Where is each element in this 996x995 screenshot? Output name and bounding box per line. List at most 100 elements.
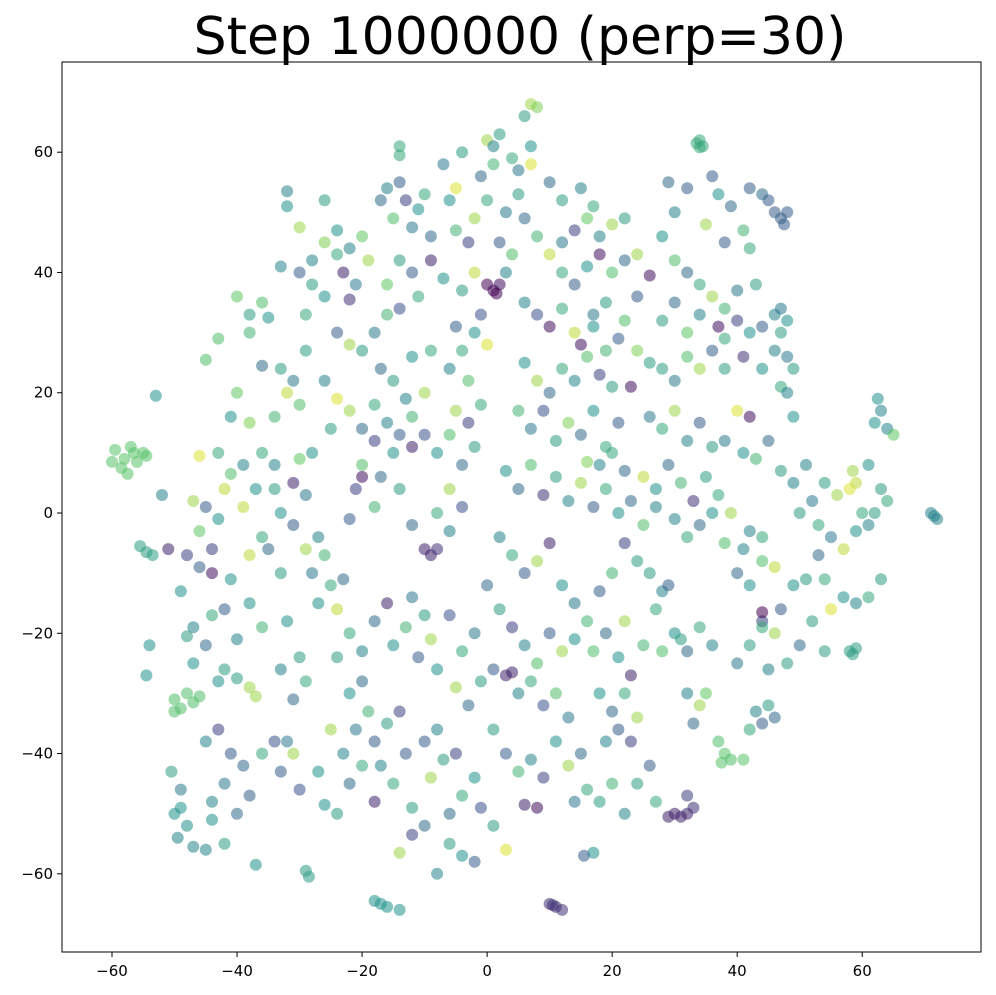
scatter-point bbox=[531, 308, 544, 321]
scatter-point bbox=[243, 308, 256, 321]
scatter-point bbox=[499, 266, 512, 279]
scatter-point bbox=[674, 633, 687, 646]
scatter-point bbox=[449, 404, 462, 417]
scatter-point bbox=[574, 747, 587, 760]
scatter-point bbox=[846, 464, 859, 477]
scatter-point bbox=[387, 212, 400, 225]
scatter-point bbox=[574, 476, 587, 489]
scatter-point bbox=[731, 657, 744, 670]
scatter-point bbox=[762, 663, 775, 676]
scatter-point bbox=[474, 398, 487, 411]
scatter-point bbox=[656, 362, 669, 375]
scatter-point bbox=[356, 470, 369, 483]
scatter-point bbox=[449, 320, 462, 333]
scatter-point bbox=[443, 194, 456, 207]
scatter-point bbox=[299, 308, 312, 321]
y-tick-label: −40 bbox=[21, 745, 53, 763]
x-tick-label: 60 bbox=[853, 962, 872, 980]
scatter-point bbox=[668, 513, 681, 525]
scatter-point bbox=[606, 446, 619, 459]
scatter-point bbox=[618, 807, 631, 820]
scatter-point bbox=[443, 807, 456, 820]
x-tick-label: −20 bbox=[346, 962, 378, 980]
scatter-point bbox=[168, 693, 181, 706]
scatter-point bbox=[456, 146, 469, 159]
scatter-point bbox=[231, 290, 243, 303]
scatter-point bbox=[837, 591, 850, 604]
scatter-point bbox=[787, 476, 800, 489]
scatter-point bbox=[406, 591, 419, 604]
scatter-point bbox=[293, 221, 306, 234]
scatter-point bbox=[587, 200, 600, 213]
scatter-point bbox=[343, 338, 356, 351]
scatter-point bbox=[406, 828, 419, 841]
scatter-point bbox=[449, 224, 462, 237]
scatter-point bbox=[456, 645, 469, 658]
scatter-point bbox=[593, 230, 606, 243]
scatter-point bbox=[549, 687, 562, 700]
scatter-point bbox=[724, 753, 737, 766]
scatter-point bbox=[299, 489, 312, 501]
scatter-point bbox=[731, 404, 744, 417]
scatter-point bbox=[875, 404, 887, 417]
scatter-point bbox=[418, 819, 431, 832]
scatter-point bbox=[928, 510, 941, 522]
scatter-point bbox=[231, 386, 243, 399]
scatter-point bbox=[556, 362, 569, 375]
scatter-point bbox=[631, 344, 644, 357]
scatter-point bbox=[118, 452, 131, 465]
scatter-point bbox=[412, 203, 425, 216]
scatter-point bbox=[681, 645, 694, 658]
scatter-point bbox=[599, 627, 612, 640]
scatter-point bbox=[768, 711, 781, 724]
scatter-point bbox=[687, 717, 700, 730]
scatter-point bbox=[268, 410, 281, 423]
scatter-point bbox=[543, 176, 556, 189]
scatter-point bbox=[681, 687, 694, 700]
scatter-point bbox=[399, 621, 412, 634]
scatter-point bbox=[418, 188, 431, 201]
scatter-point bbox=[518, 356, 531, 369]
scatter-point bbox=[146, 549, 159, 562]
scatter-point bbox=[587, 846, 600, 859]
scatter-point bbox=[181, 549, 193, 562]
scatter-point bbox=[518, 639, 531, 652]
scatter-point bbox=[593, 368, 606, 381]
scatter-point bbox=[581, 212, 594, 225]
scatter-point bbox=[706, 344, 719, 357]
scatter-point bbox=[143, 639, 156, 652]
scatter-point bbox=[556, 579, 569, 592]
scatter-point bbox=[256, 359, 269, 372]
scatter-point bbox=[556, 302, 569, 315]
y-tick-label: 0 bbox=[43, 504, 53, 522]
scatter-point bbox=[199, 843, 212, 856]
scatter-point bbox=[612, 723, 625, 736]
scatter-point bbox=[693, 621, 706, 634]
scatter-point bbox=[712, 735, 725, 748]
chart-title: Step 1000000 (perp=30) bbox=[194, 7, 847, 67]
scatter-point bbox=[512, 483, 525, 495]
scatter-point bbox=[718, 302, 731, 315]
scatter-point bbox=[612, 651, 625, 664]
scatter-point bbox=[606, 567, 619, 580]
scatter-point bbox=[715, 756, 728, 769]
scatter-point bbox=[249, 690, 262, 703]
scatter-point bbox=[781, 350, 794, 363]
scatter-point bbox=[424, 633, 437, 646]
scatter-point bbox=[356, 759, 369, 772]
scatter-point bbox=[181, 819, 193, 832]
scatter-point bbox=[281, 735, 294, 748]
scatter-point bbox=[162, 543, 175, 556]
scatter-point bbox=[699, 218, 712, 231]
scatter-point bbox=[549, 735, 562, 748]
scatter-point bbox=[399, 747, 412, 760]
scatter-point bbox=[531, 555, 544, 568]
scatter-point bbox=[662, 458, 675, 471]
scatter-point bbox=[393, 903, 406, 916]
scatter-point bbox=[140, 669, 153, 682]
scatter-point bbox=[781, 206, 794, 219]
scatter-point bbox=[693, 308, 706, 321]
scatter-point bbox=[812, 519, 825, 531]
scatter-point bbox=[499, 843, 512, 856]
scatter-point bbox=[356, 230, 369, 243]
